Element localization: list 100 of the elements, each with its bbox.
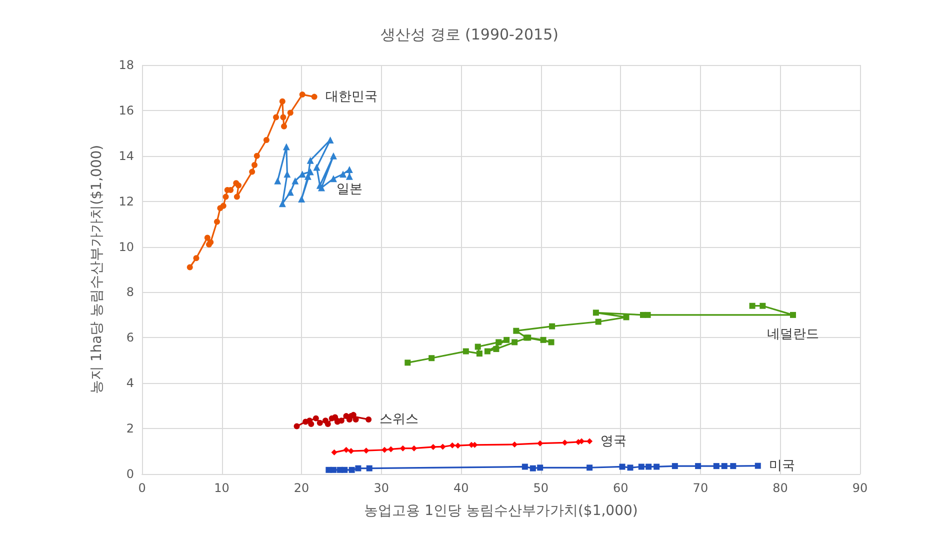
x-tick-label: 90 [852, 481, 868, 495]
y-axis-title: 농지 1ha당 농림수산부가가치($1,000) [89, 144, 105, 394]
point [214, 218, 220, 225]
y-tick-label: 2 [126, 422, 134, 436]
x-axis-title: 농업고용 1인당 농림수산부가가치($1,000) [364, 503, 638, 519]
point [449, 442, 456, 448]
point [484, 348, 490, 354]
point [400, 445, 406, 452]
point [411, 445, 418, 452]
point [330, 175, 337, 182]
point [249, 168, 256, 175]
point [251, 162, 258, 168]
point [234, 194, 240, 200]
y-tick-label: 12 [118, 194, 134, 208]
point [454, 442, 461, 449]
point [512, 339, 518, 346]
point [236, 182, 242, 188]
series-label: 스위스 [380, 412, 419, 427]
point [522, 464, 528, 470]
point [619, 464, 626, 470]
point [274, 177, 282, 184]
y-tick-label: 18 [118, 58, 134, 72]
x-tick-label: 0 [138, 481, 146, 495]
y-tick-label: 4 [126, 376, 134, 390]
point [282, 143, 290, 150]
y-tick-label: 16 [118, 103, 134, 118]
point [730, 463, 736, 470]
point [476, 350, 482, 357]
chart-title: 생산성 경로 (1990-2015) [380, 26, 559, 44]
series-label: 영국 [600, 434, 627, 449]
x-tick-label: 40 [453, 481, 469, 495]
point [646, 464, 652, 470]
point [749, 302, 756, 309]
y-tick-label: 14 [118, 148, 134, 163]
point [721, 463, 728, 470]
y-tick-label: 6 [126, 330, 134, 345]
x-tick-label: 60 [613, 481, 628, 495]
point [284, 170, 291, 178]
series-label: 미국 [768, 458, 795, 474]
point [382, 446, 388, 453]
point [263, 136, 270, 143]
point [278, 200, 286, 208]
point [366, 416, 372, 422]
series-label: 일본 [336, 182, 362, 198]
point [298, 170, 306, 178]
point [316, 420, 323, 426]
point [513, 328, 520, 334]
point [404, 360, 411, 366]
point [222, 194, 229, 200]
point [279, 98, 286, 104]
point [623, 314, 630, 320]
point [292, 177, 299, 184]
point [493, 346, 500, 352]
point [311, 94, 318, 100]
series-label: 대한민국 [325, 89, 378, 104]
point [428, 355, 435, 362]
point [287, 110, 294, 116]
x-tick-label: 50 [533, 481, 549, 495]
x-tick-label: 80 [772, 481, 788, 495]
y-tick-label: 8 [126, 285, 134, 300]
series-label: 네덜란드 [766, 326, 819, 342]
point [496, 339, 502, 346]
point [540, 336, 546, 343]
point [346, 166, 353, 174]
y-tick-label: 10 [118, 240, 134, 254]
y-tick-label: 0 [126, 467, 134, 481]
point [343, 446, 350, 453]
point [304, 172, 312, 180]
point [342, 466, 348, 473]
point [208, 239, 214, 246]
point [430, 444, 436, 450]
point [366, 465, 372, 472]
point [294, 423, 300, 430]
point [299, 92, 306, 98]
point [474, 344, 481, 350]
point [586, 464, 593, 471]
point [363, 448, 370, 454]
point [654, 464, 660, 470]
point [548, 339, 554, 346]
point [286, 188, 294, 196]
point [549, 323, 556, 330]
x-tick-label: 70 [692, 481, 708, 495]
point [186, 264, 193, 270]
point [462, 348, 469, 354]
point [504, 336, 510, 343]
point [760, 302, 766, 309]
point [331, 449, 338, 456]
point [193, 255, 200, 262]
point [695, 463, 702, 470]
point [254, 152, 260, 159]
point [220, 202, 226, 209]
point [530, 465, 536, 472]
point [638, 464, 644, 470]
point [326, 136, 334, 144]
point [627, 464, 634, 471]
x-tick-label: 30 [374, 481, 389, 495]
point [318, 184, 325, 192]
point [324, 421, 331, 428]
point [586, 438, 593, 444]
point [298, 196, 306, 203]
